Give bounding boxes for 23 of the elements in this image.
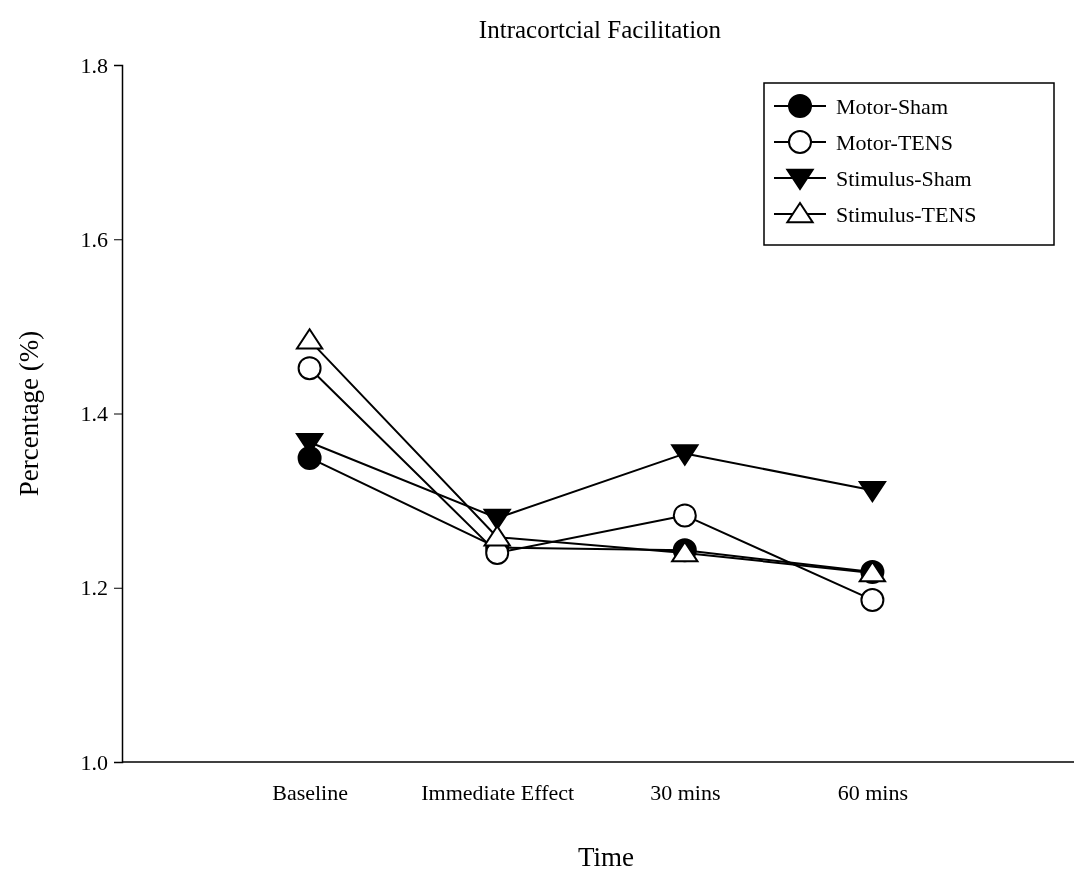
y-tick-label: 1.4: [80, 401, 108, 427]
y-tick-label: 1.0: [80, 749, 108, 775]
x-axis-title: Time: [577, 842, 635, 872]
point: [672, 503, 697, 528]
legend-label: Stimulus-Sham: [836, 166, 972, 191]
y-tick-label: 1.6: [80, 226, 108, 252]
x-tick-label: 60 mins: [837, 779, 909, 805]
point: [671, 444, 699, 466]
point: [860, 587, 885, 612]
legend-label: Motor-TENS: [836, 130, 953, 155]
y-axis-title: Percentage (%): [14, 330, 44, 497]
point: [858, 480, 887, 503]
x-tick-label: Baseline: [272, 779, 348, 805]
x-tick-label: Immediate Effect: [421, 779, 575, 805]
point: [483, 525, 511, 547]
chart-title: Intracortcial Facilitation: [478, 16, 722, 43]
point: [295, 328, 324, 350]
y-tick-label: 1.8: [80, 52, 108, 78]
legend-label: Motor-Sham: [836, 94, 948, 119]
x-tick-label: 30 mins: [650, 779, 721, 805]
point: [297, 356, 322, 381]
y-tick-label: 1.2: [80, 575, 108, 601]
legend-label: Stimulus-TENS: [836, 202, 977, 227]
